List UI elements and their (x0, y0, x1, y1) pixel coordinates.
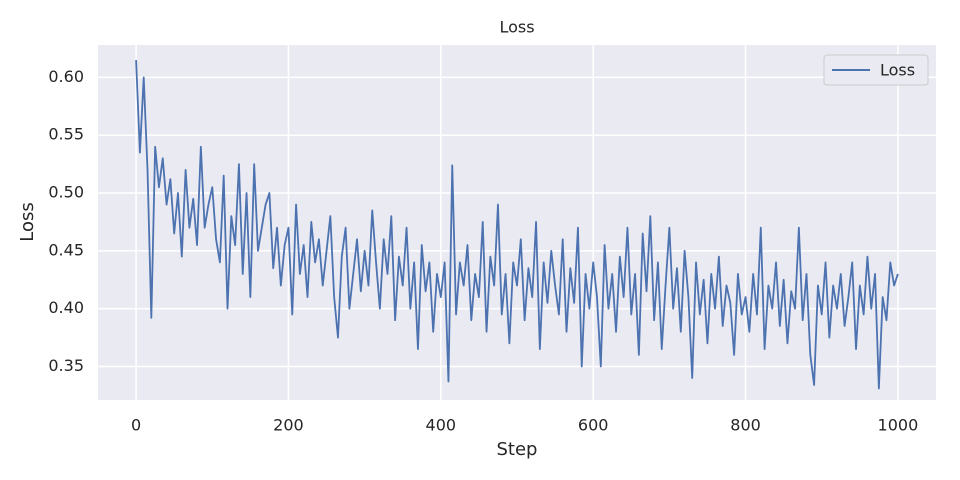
x-tick-label: 400 (426, 416, 457, 435)
x-tick-label: 0 (131, 416, 141, 435)
y-tick-label: 0.45 (48, 240, 84, 259)
y-axis-label: Loss (17, 202, 38, 241)
loss-line (135, 59, 899, 390)
x-tick-label: 1000 (878, 416, 919, 435)
chart-title: Loss (499, 18, 534, 37)
x-tick-label: 200 (273, 416, 304, 435)
y-tick-label: 0.40 (48, 298, 84, 317)
x-axis-label: Step (497, 439, 538, 460)
y-tick-label: 0.35 (48, 356, 84, 375)
x-tick-label: 600 (578, 416, 609, 435)
y-tick-label: 0.55 (48, 125, 84, 144)
plot-area (98, 45, 936, 400)
x-tick-label: 800 (730, 416, 761, 435)
y-tick-label: 0.60 (48, 67, 84, 86)
legend-box (823, 54, 929, 86)
legend: Loss (823, 54, 929, 86)
legend-label: Loss (880, 61, 915, 80)
y-tick-label: 0.50 (48, 183, 84, 202)
